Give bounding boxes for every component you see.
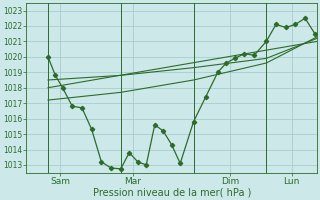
X-axis label: Pression niveau de la mer( hPa ): Pression niveau de la mer( hPa ) — [92, 187, 251, 197]
